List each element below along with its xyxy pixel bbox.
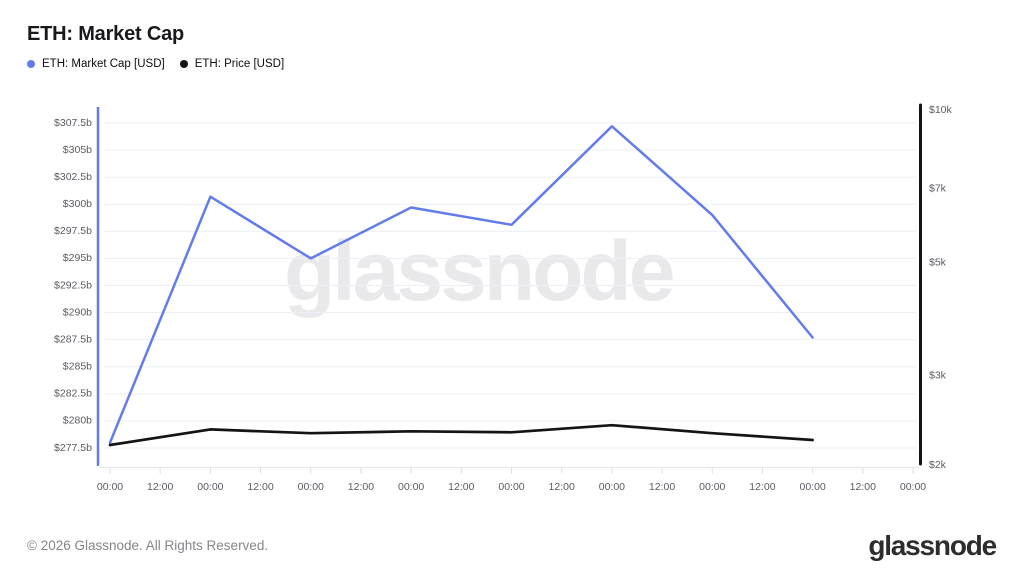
left-axis-tick-label: $290b xyxy=(63,306,92,318)
left-axis-tick-label: $297.5b xyxy=(54,225,92,237)
legend-label-market-cap: ETH: Market Cap [USD] xyxy=(42,58,165,70)
x-axis-tick-label: 12:00 xyxy=(247,481,273,493)
x-axis-tick-label: 00:00 xyxy=(498,481,524,493)
glassnode-logo: glassnode xyxy=(868,530,997,561)
legend-item-price[interactable]: ETH: Price [USD] xyxy=(179,58,285,70)
x-axis-tick-label: 12:00 xyxy=(348,481,374,493)
x-axis-tick-label: 12:00 xyxy=(850,481,876,493)
left-axis-tick-label: $307.5b xyxy=(54,117,92,129)
legend-item-market-cap[interactable]: ETH: Market Cap [USD] xyxy=(27,58,165,70)
series-line-price[interactable] xyxy=(108,423,814,447)
left-axis-tick-label: $295b xyxy=(63,252,92,264)
x-axis-tick-label: 12:00 xyxy=(448,481,474,493)
series-line-market-cap[interactable] xyxy=(108,125,814,444)
x-axis-tick-label: 12:00 xyxy=(649,481,675,493)
right-axis-tick-label: $10k xyxy=(929,104,953,116)
right-axis-tick-label: $7k xyxy=(929,182,947,194)
right-axis-tick-label: $5k xyxy=(929,257,947,269)
copyright-text: © 2026 Glassnode. All Rights Reserved. xyxy=(27,538,269,553)
left-axis-tick-label: $300b xyxy=(63,198,92,210)
x-axis-tick-label: 00:00 xyxy=(298,481,324,493)
x-axis-tick-label: 00:00 xyxy=(398,481,424,493)
right-axis-tick-label: $2k xyxy=(929,459,947,471)
right-axis-tick-label: $3k xyxy=(929,369,947,381)
left-axis-tick-label: $280b xyxy=(63,415,92,427)
left-axis-tick-label: $305b xyxy=(63,144,92,156)
chart-legend: ETH: Market Cap [USD] ETH: Price [USD] xyxy=(27,58,284,70)
x-axis-tick-label: 00:00 xyxy=(699,481,725,493)
left-axis-tick-label: $292.5b xyxy=(54,279,92,291)
left-axis-tick-label: $285b xyxy=(63,361,92,373)
x-axis-tick-label: 00:00 xyxy=(599,481,625,493)
legend-dot-price-icon xyxy=(179,60,188,68)
left-axis-tick-label: $277.5b xyxy=(54,442,92,454)
x-axis-tick-label: 12:00 xyxy=(549,481,575,493)
left-axis-tick-label: $302.5b xyxy=(54,171,92,183)
x-axis-tick-label: 00:00 xyxy=(97,481,123,493)
x-axis-tick-label: 00:00 xyxy=(799,481,825,493)
legend-dot-market-cap-icon xyxy=(27,60,35,68)
x-axis-tick-label: 00:00 xyxy=(197,481,223,493)
legend-label-price: ETH: Price [USD] xyxy=(194,58,285,70)
left-axis-tick-label: $282.5b xyxy=(54,388,92,400)
x-axis-tick-label: 12:00 xyxy=(147,481,173,493)
page-title: ETH: Market Cap xyxy=(27,23,185,45)
x-axis-tick-label: 00:00 xyxy=(900,481,926,493)
x-axis-tick-label: 12:00 xyxy=(749,481,775,493)
glassnode-watermark: glassnode xyxy=(284,224,675,318)
left-axis-tick-label: $287.5b xyxy=(54,333,92,345)
